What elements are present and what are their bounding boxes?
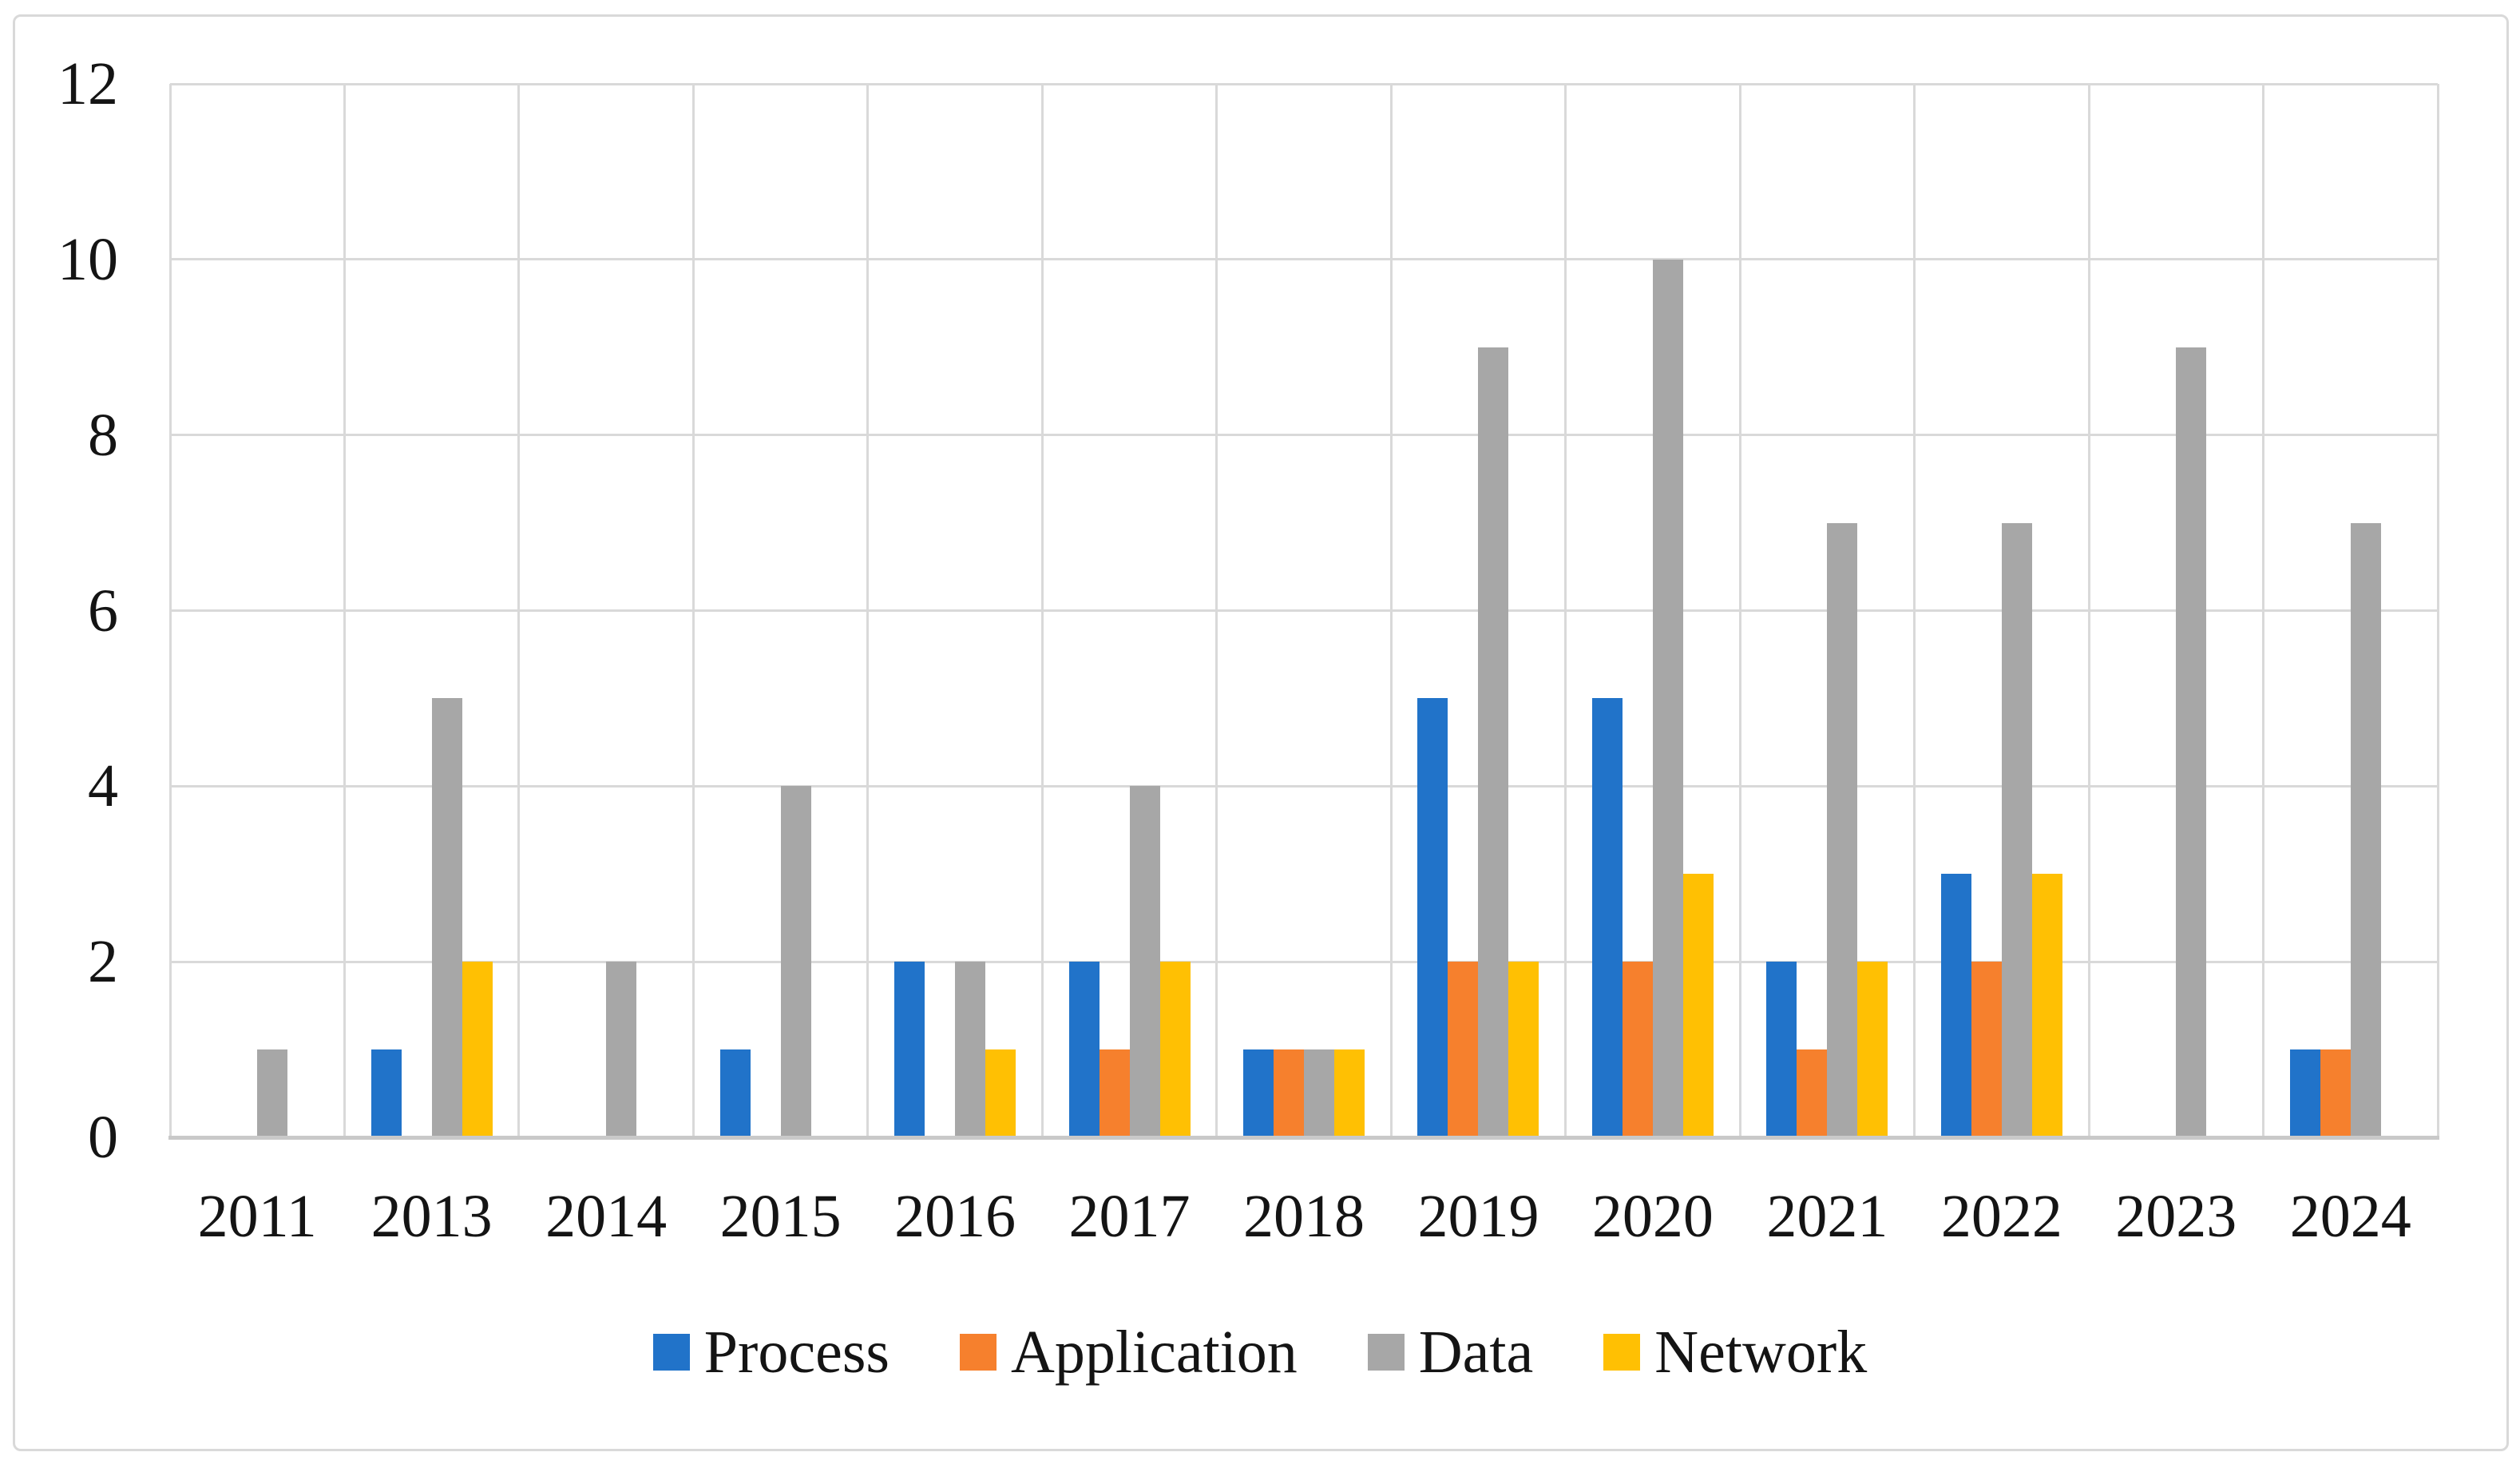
x-axis-tick-label: 2018 — [1242, 1183, 1365, 1250]
v-gridline-2 — [517, 84, 521, 1137]
y-axis-tick-label: 10 — [57, 225, 118, 293]
bar-network-2016 — [985, 1049, 1016, 1137]
bar-data-2024 — [2350, 522, 2381, 1137]
bar-data-2016 — [955, 962, 986, 1137]
bar-process-2019 — [1417, 698, 1448, 1137]
bar-application-2019 — [1448, 962, 1479, 1137]
x-axis-tick-label: 2015 — [719, 1183, 842, 1250]
bar-data-2021 — [1827, 522, 1858, 1137]
v-gridline-5 — [1040, 84, 1044, 1137]
legend-item-data: Data — [1367, 1316, 1534, 1388]
bar-data-2019 — [1478, 347, 1509, 1137]
h-gridline-12 — [170, 82, 2438, 85]
bar-network-2022 — [2031, 874, 2062, 1137]
bar-data-2014 — [606, 962, 637, 1137]
x-axis-tick-label: 2013 — [370, 1183, 493, 1250]
bar-process-2016 — [894, 962, 925, 1137]
bar-network-2013 — [462, 962, 493, 1137]
bar-data-2011 — [257, 1049, 288, 1137]
bar-network-2021 — [1857, 962, 1888, 1137]
bar-data-2022 — [2001, 522, 2032, 1137]
bar-network-2018 — [1334, 1049, 1365, 1137]
v-gridline-6 — [1215, 84, 1218, 1137]
bar-data-2020 — [1652, 259, 1683, 1137]
legend-label-process: Process — [703, 1319, 890, 1386]
h-gridline-8 — [170, 434, 2438, 437]
h-gridline-10 — [170, 258, 2438, 261]
bar-process-2021 — [1766, 962, 1797, 1137]
legend-item-network: Network — [1603, 1316, 1867, 1388]
x-axis-tick-label: 2020 — [1591, 1183, 1714, 1250]
v-gridline-3 — [691, 84, 695, 1137]
v-gridline-0 — [168, 84, 172, 1137]
bar-process-2022 — [1940, 874, 1971, 1137]
y-axis-tick-label: 4 — [88, 752, 118, 820]
bar-application-2017 — [1099, 1049, 1130, 1137]
x-axis-tick-label: 2011 — [197, 1183, 317, 1250]
y-axis-tick-label: 0 — [88, 1104, 118, 1171]
legend-swatch-application — [959, 1334, 997, 1371]
v-gridline-13 — [2436, 84, 2439, 1137]
bar-process-2024 — [2289, 1049, 2320, 1137]
bar-data-2017 — [1129, 786, 1160, 1137]
bar-process-2018 — [1243, 1049, 1274, 1137]
bar-network-2020 — [1682, 874, 1714, 1137]
v-gridline-7 — [1389, 84, 1393, 1137]
bar-network-2017 — [1159, 962, 1191, 1137]
bar-application-2021 — [1797, 1049, 1828, 1137]
bar-process-2015 — [719, 1049, 751, 1137]
y-axis-tick-label: 12 — [57, 50, 118, 117]
legend: Process Application Data Network — [0, 1316, 2520, 1388]
h-gridline-2 — [170, 960, 2438, 963]
legend-label-data: Data — [1418, 1319, 1534, 1386]
bar-network-2019 — [1508, 962, 1539, 1137]
v-gridline-4 — [866, 84, 870, 1137]
x-axis-tick-label: 2017 — [1068, 1183, 1191, 1250]
legend-item-application: Application — [959, 1316, 1298, 1388]
x-axis-tick-label: 2016 — [894, 1183, 1016, 1250]
bar-process-2020 — [1591, 698, 1623, 1137]
h-gridline-6 — [170, 609, 2438, 612]
x-axis-tick-label: 2023 — [2115, 1183, 2237, 1250]
legend-label-network: Network — [1654, 1319, 1868, 1386]
v-gridline-1 — [343, 84, 346, 1137]
bar-process-2017 — [1068, 962, 1100, 1137]
x-axis-tick-label: 2019 — [1417, 1183, 1539, 1250]
x-axis-tick-label: 2024 — [2289, 1183, 2411, 1250]
v-gridline-10 — [1913, 84, 1916, 1137]
x-axis-tick-label: 2021 — [1766, 1183, 1888, 1250]
legend-swatch-network — [1603, 1334, 1641, 1371]
bar-application-2024 — [2320, 1049, 2351, 1137]
y-axis-tick-label: 8 — [88, 401, 118, 469]
bar-application-2020 — [1622, 962, 1653, 1137]
bar-application-2022 — [1971, 962, 2002, 1137]
bar-application-2018 — [1274, 1049, 1304, 1137]
y-axis-tick-label: 2 — [88, 928, 118, 996]
v-gridline-11 — [2087, 84, 2090, 1137]
v-gridline-8 — [1564, 84, 1567, 1137]
x-axis-tick-label: 2022 — [1940, 1183, 2062, 1250]
y-axis-tick-label: 6 — [88, 577, 118, 645]
x-axis-tick-label: 2014 — [545, 1183, 668, 1250]
bar-data-2015 — [780, 786, 811, 1137]
legend-item-process: Process — [652, 1316, 890, 1388]
bar-data-2013 — [431, 698, 462, 1137]
bar-data-2018 — [1304, 1049, 1334, 1137]
legend-swatch-process — [652, 1334, 690, 1371]
x-axis-line — [168, 1136, 2439, 1140]
legend-swatch-data — [1367, 1334, 1405, 1371]
bar-data-2023 — [2176, 347, 2207, 1137]
h-gridline-4 — [170, 784, 2438, 788]
v-gridline-9 — [1738, 84, 1741, 1137]
bar-process-2013 — [370, 1049, 402, 1137]
legend-label-application: Application — [1010, 1319, 1298, 1386]
v-gridline-12 — [2262, 84, 2265, 1137]
